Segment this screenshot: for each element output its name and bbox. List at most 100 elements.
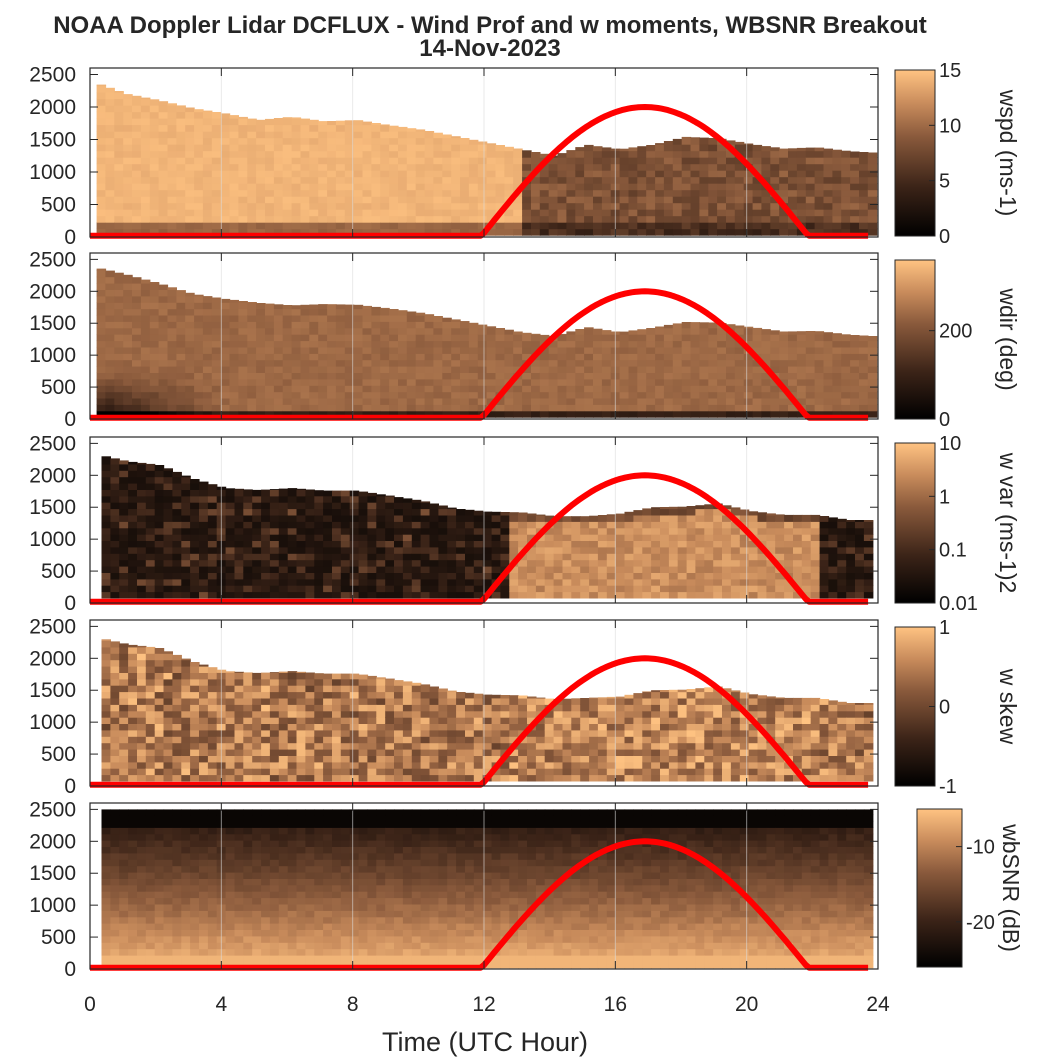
heatmap-cell	[495, 366, 505, 373]
heatmap-cell	[220, 359, 231, 367]
heatmap-cell	[438, 591, 448, 599]
heatmap-cell	[708, 366, 718, 373]
heatmap-cell	[681, 137, 692, 145]
heatmap-cell	[424, 314, 435, 322]
heatmap-cell	[589, 534, 599, 541]
heatmap-cell	[832, 228, 842, 236]
heatmap-cell	[615, 521, 626, 529]
heatmap-cell	[619, 353, 630, 361]
heatmap-cell	[575, 372, 585, 380]
heatmap-cell	[770, 334, 780, 342]
heatmap-cell	[296, 585, 306, 593]
heatmap-cell	[491, 514, 502, 522]
heatmap-cell	[726, 222, 736, 230]
heatmap-cell	[398, 209, 408, 217]
heatmap-cell	[158, 327, 169, 335]
heatmap-cell	[402, 534, 413, 541]
heatmap-cell	[234, 495, 244, 503]
heatmap-cell	[154, 653, 165, 661]
heatmap-cell	[282, 334, 293, 342]
heatmap-cell	[371, 202, 381, 210]
heatmap-cell	[101, 736, 111, 744]
heatmap-cell	[287, 761, 298, 769]
heatmap-cell	[344, 340, 355, 348]
heatmap-cell	[850, 196, 860, 204]
heatmap-cell	[110, 691, 120, 699]
heatmap-cell	[730, 559, 741, 567]
heatmap-cell	[708, 334, 718, 342]
heatmap-cell	[468, 334, 479, 342]
heatmap-cell	[823, 397, 833, 405]
heatmap-cell	[123, 94, 133, 100]
heatmap-cell	[637, 183, 647, 191]
heatmap-cell	[211, 183, 222, 191]
heatmap-cell	[309, 404, 319, 412]
heatmap-cell	[810, 566, 821, 573]
heatmap-cell	[734, 366, 745, 373]
heatmap-cell	[278, 685, 289, 693]
heatmap-cell	[681, 340, 692, 348]
heatmap-cell	[327, 359, 337, 367]
heatmap-cell	[158, 284, 169, 290]
heatmap-cell	[681, 346, 692, 354]
heatmap-cell	[110, 470, 120, 478]
heatmap-cell	[699, 170, 709, 178]
heatmap-cell	[243, 685, 253, 693]
heatmap-cell	[318, 385, 328, 393]
heatmap-cell	[468, 340, 479, 348]
heatmap-cell	[752, 404, 763, 412]
heatmap-cell	[167, 327, 177, 335]
heatmap-cell	[247, 215, 257, 223]
heatmap-cell	[677, 506, 688, 510]
heatmap-cell	[580, 585, 590, 593]
heatmap-cell	[544, 578, 555, 586]
heatmap-cell	[447, 508, 457, 516]
heatmap-cell	[362, 170, 372, 178]
heatmap-cell	[256, 196, 266, 204]
heatmap-cell	[837, 521, 847, 529]
heatmap-cell	[708, 202, 718, 210]
heatmap-cell	[504, 346, 514, 354]
heatmap-cell	[553, 559, 564, 567]
heatmap-cell	[243, 553, 253, 561]
heatmap-cell	[309, 163, 319, 171]
heatmap-cell	[726, 378, 736, 386]
heatmap-cell	[504, 215, 514, 223]
heatmap-cell	[504, 163, 514, 171]
heatmap-cell	[105, 359, 115, 367]
heatmap-cell	[704, 540, 714, 548]
heatmap-cell	[823, 404, 833, 412]
heatmap-cell	[132, 378, 142, 386]
heatmap-cell	[477, 222, 488, 230]
heatmap-cell	[163, 717, 173, 724]
heatmap-cell	[314, 540, 324, 548]
heatmap-cell	[114, 144, 124, 152]
heatmap-cell	[314, 685, 324, 693]
heatmap-cell	[296, 566, 306, 573]
heatmap-cell	[690, 137, 700, 145]
heatmap-cell	[509, 521, 519, 529]
heatmap-cell	[708, 385, 718, 393]
heatmap-cell	[398, 359, 408, 367]
heatmap-cell	[482, 511, 493, 516]
heatmap-cell	[181, 717, 191, 724]
heatmap-cell	[261, 717, 271, 724]
heatmap-cell	[850, 366, 860, 373]
heatmap-cell	[194, 144, 204, 152]
heatmap-cell	[128, 666, 138, 673]
heatmap-cell	[668, 591, 679, 599]
heatmap-cell	[158, 308, 169, 316]
heatmap-cell	[495, 378, 505, 386]
heatmap-cell	[269, 495, 280, 503]
heatmap-cell	[575, 183, 585, 191]
heatmap-cell	[389, 346, 399, 354]
heatmap-cell	[140, 144, 151, 152]
heatmap-cell	[743, 209, 754, 217]
heatmap-cell	[784, 585, 794, 593]
heatmap-cell	[353, 334, 364, 342]
heatmap-cell	[323, 521, 333, 529]
heatmap-cell	[185, 314, 195, 322]
heatmap-cell	[332, 546, 342, 554]
heatmap-cell	[837, 518, 847, 522]
